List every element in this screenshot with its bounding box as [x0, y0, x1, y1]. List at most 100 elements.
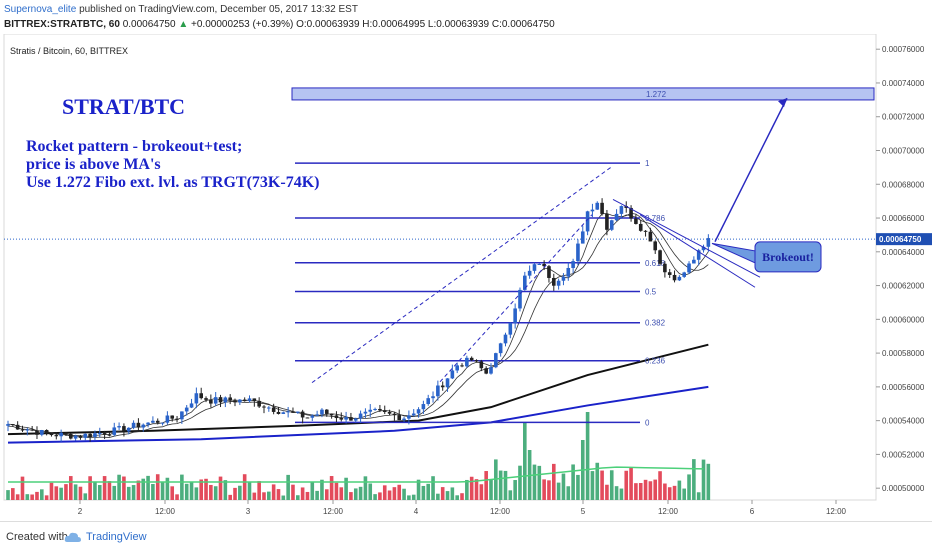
volume-bar [411, 494, 416, 500]
candle-body [465, 357, 469, 367]
candle-body [213, 397, 218, 404]
candle-body [320, 409, 324, 415]
time-axis[interactable]: 2 12:00 3 12:00 4 12:00 5 12:00 6 12:00 [78, 500, 847, 516]
volume-bar [271, 484, 276, 500]
volume-bar [20, 476, 25, 500]
volume-bar [83, 493, 88, 500]
volume-bar [49, 482, 54, 500]
volume-bar [175, 494, 179, 500]
candle-body [170, 415, 175, 419]
candle-body [344, 417, 348, 420]
candle-body [73, 435, 78, 439]
candle-body [112, 427, 117, 435]
candle-body [218, 397, 223, 403]
candle-body [126, 427, 131, 432]
volume-bar [556, 482, 561, 500]
volume-bar [407, 495, 411, 500]
candle-body [223, 397, 228, 403]
last-price: 0.00064750 [122, 19, 176, 30]
candle-body [542, 263, 546, 267]
candle-body [421, 404, 426, 410]
candle-body [619, 206, 624, 214]
up-arrow-icon: ▲ [178, 19, 189, 30]
y-tick-label-3: 0.00056000 [882, 383, 925, 392]
candle-body [358, 413, 363, 419]
volume-bar [605, 484, 609, 500]
x-tick-label-5: 12:00 [490, 507, 511, 516]
volume-bar [479, 484, 484, 500]
volume-ma-line [8, 466, 704, 483]
candle-body [455, 365, 459, 371]
volume-bar [667, 487, 672, 500]
volume-bar [141, 478, 146, 500]
volume-bar [35, 491, 39, 500]
volume-bar [353, 488, 358, 500]
candle-body [411, 413, 416, 416]
candle-body [426, 398, 431, 405]
volume-bar [40, 489, 44, 500]
fib-target-box [291, 87, 875, 101]
candle-body [300, 411, 305, 418]
volume-bar [682, 488, 686, 500]
volume-bar [484, 471, 488, 500]
volume-bar [88, 476, 92, 500]
volume-bar [324, 489, 329, 500]
annotation-heading: STRAT/BTC [62, 94, 185, 119]
candle-body [508, 322, 513, 335]
fib-label-2: 0.786 [645, 214, 666, 223]
volume-bar [218, 476, 223, 500]
annotation-line-0: Rocket pattern - brokeout+test; [26, 138, 242, 155]
volume-bar [469, 476, 474, 500]
candle-body [590, 209, 595, 212]
volume-bar [489, 479, 493, 500]
candle-body [692, 259, 696, 264]
volume-bar [392, 487, 397, 500]
candle-body [83, 433, 88, 438]
candle-body [595, 202, 600, 210]
candle-body [271, 407, 276, 412]
volume-bar [445, 491, 450, 500]
callout-pointer [711, 242, 756, 264]
volume-bar [440, 487, 445, 500]
volume-bar [107, 481, 112, 500]
candle-body [663, 263, 667, 273]
volume-bar [73, 484, 78, 500]
volume-bar [638, 483, 643, 500]
volume-bar [503, 470, 508, 500]
candle-body [527, 270, 532, 276]
price-axis[interactable]: 0.00050000 0.00052000 0.00054000 0.00056000… [876, 45, 932, 493]
volume-bar [112, 485, 117, 500]
callout-box [754, 241, 822, 273]
volume-bar [629, 467, 633, 500]
volume-bar [44, 495, 49, 500]
volume-bar [397, 484, 402, 500]
candle-body [518, 289, 522, 309]
candle-body [334, 415, 339, 419]
candle-body [64, 432, 68, 434]
candle-body [436, 385, 440, 397]
author-link[interactable]: Supernova_elite [4, 4, 77, 15]
volume-bar [242, 474, 247, 500]
volume-bar [571, 464, 575, 500]
volume-bar [609, 470, 614, 500]
candle-body [238, 399, 242, 403]
volume-bar [663, 483, 667, 500]
fib-label-7: 0 [645, 418, 650, 427]
y-tick-label-8: 0.00066000 [882, 214, 925, 223]
candles [6, 198, 711, 442]
candle-body [247, 398, 252, 402]
y-tick-label-0: 0.00050000 [882, 484, 925, 493]
volume-bar [170, 486, 175, 500]
annotations: Stratis / Bitcoin, 60, BITTREX Brokeout! S… [10, 46, 822, 384]
tradingview-link[interactable]: TradingView [86, 531, 147, 543]
published-text: published on TradingView.com, December 0… [79, 4, 358, 15]
volume-bar [648, 481, 653, 500]
volume-bar [209, 484, 213, 500]
volume-bar [228, 494, 232, 500]
candle-body [387, 412, 392, 414]
price-chart[interactable]: 1.272 1 0.786 0.618 0.5 0.382 0.236 0 Stratis /… [0, 34, 932, 521]
x-tick-label-2: 3 [246, 507, 251, 516]
volume-bar [78, 486, 83, 500]
candle-body [445, 378, 450, 388]
ma-fast-1 [7, 214, 709, 439]
